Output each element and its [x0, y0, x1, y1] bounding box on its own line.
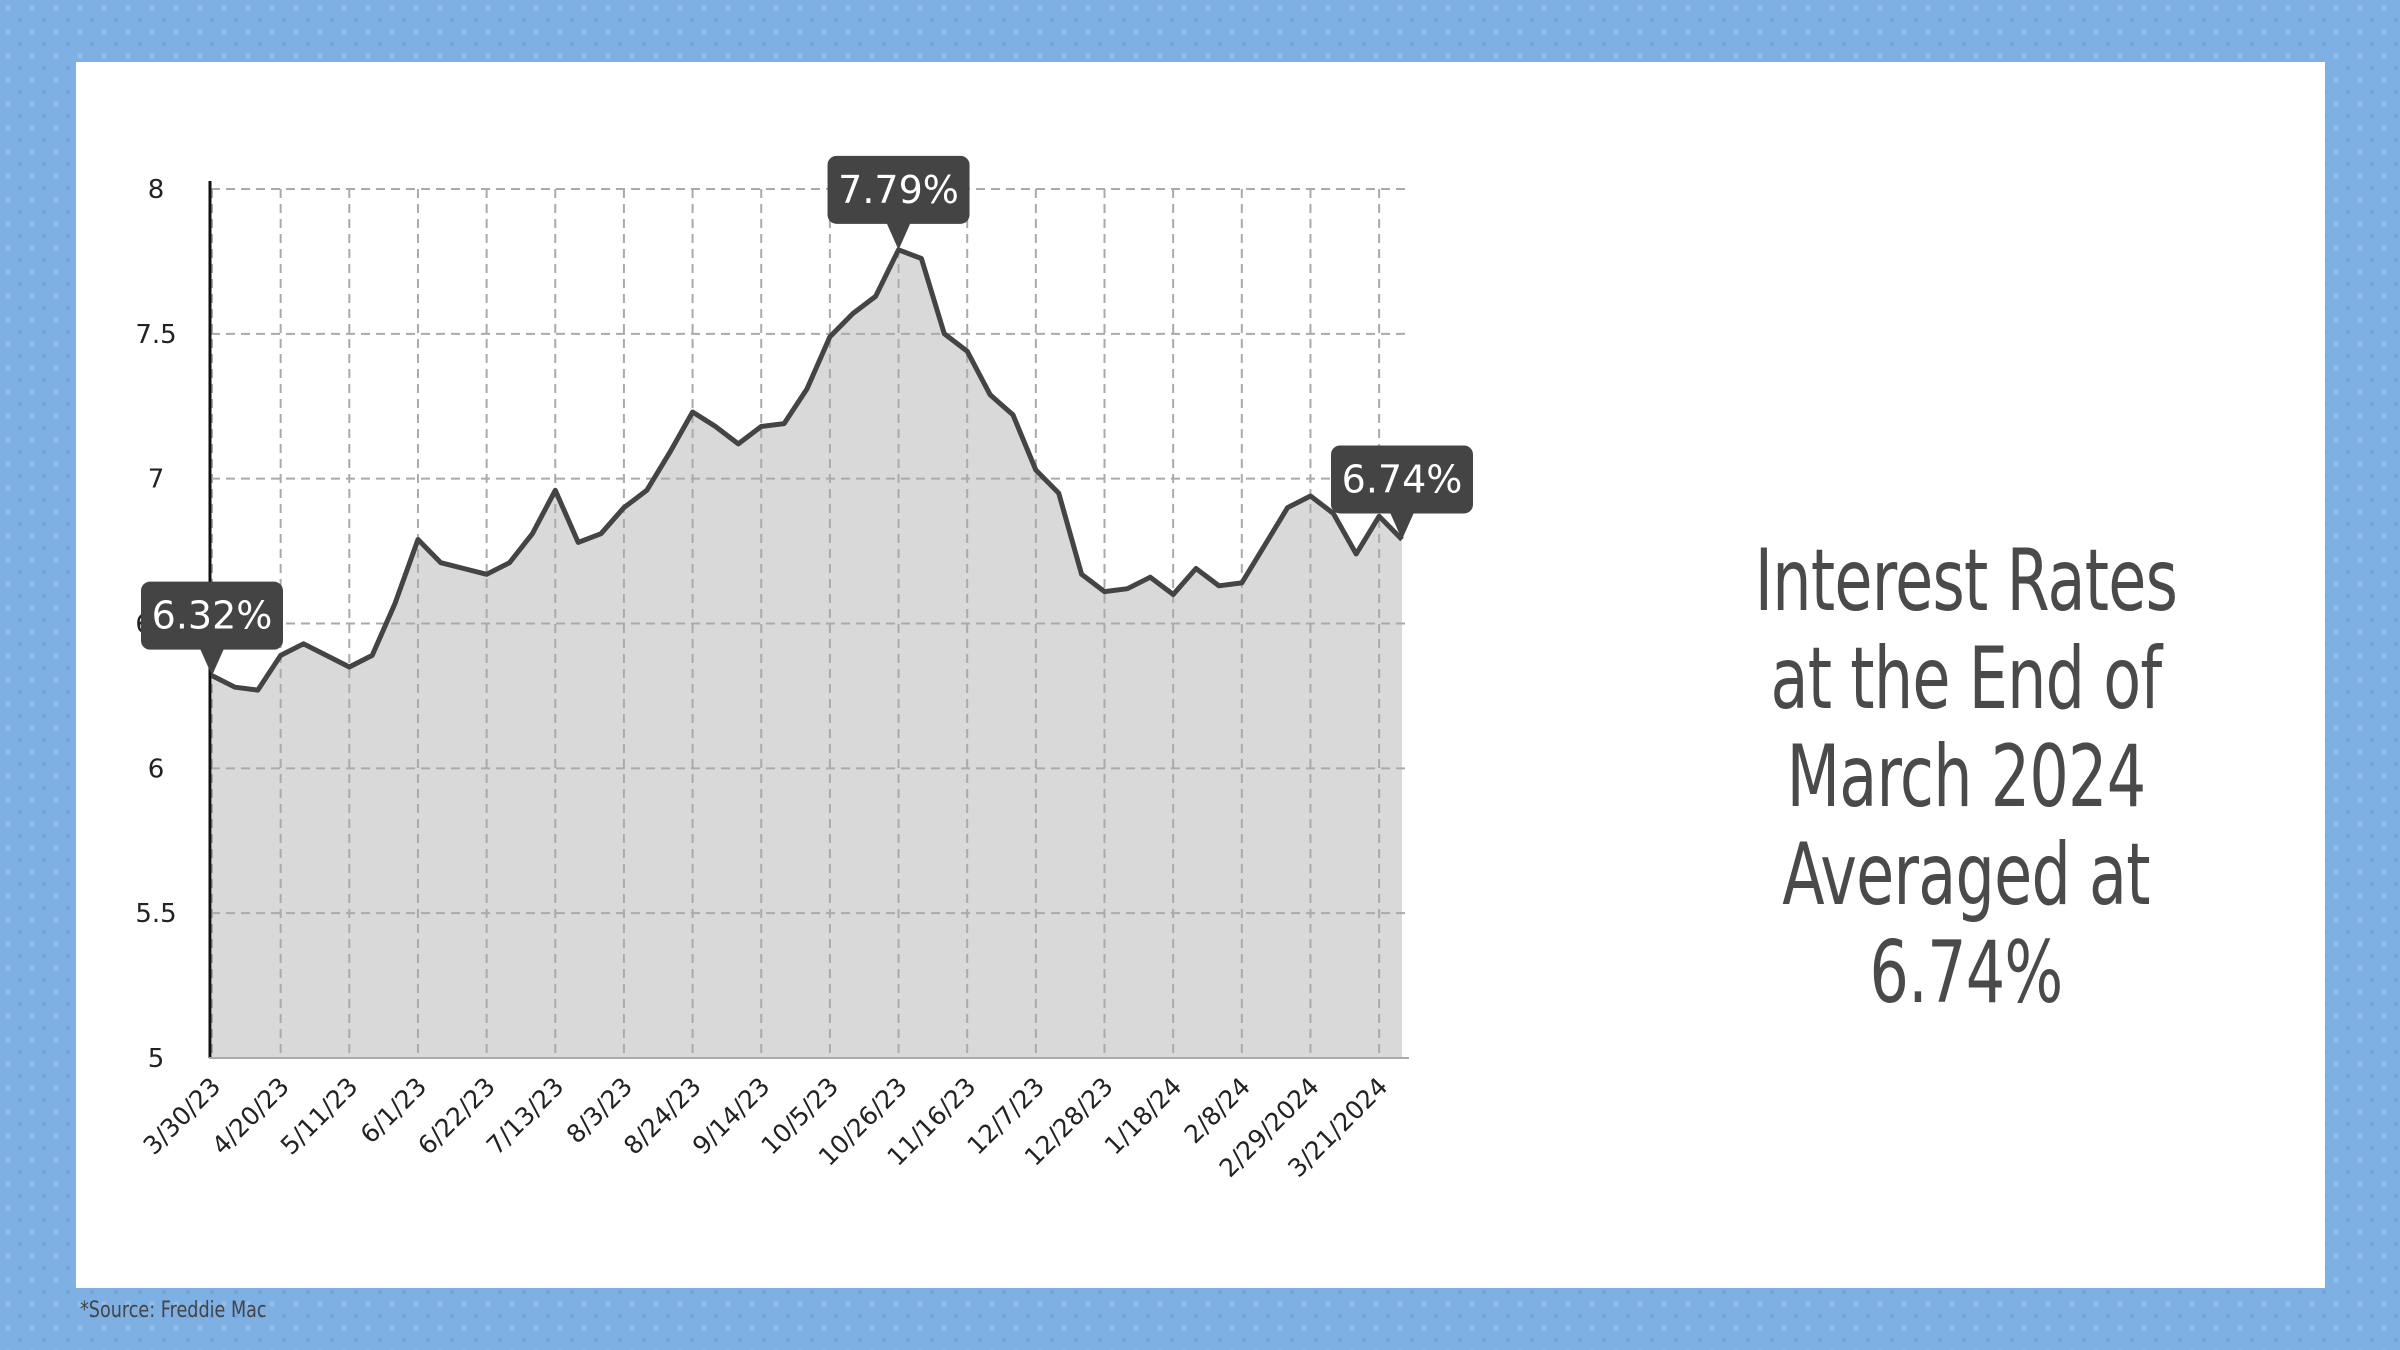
title-line-3: March 2024	[1786, 727, 2147, 827]
interest-rate-chart: 87.576.565.553/30/234/20/235/11/236/1/23…	[135, 155, 1473, 1183]
y-tick-label: 8	[148, 175, 165, 205]
callout-pointer	[1390, 512, 1414, 540]
y-tick-label: 7	[148, 465, 165, 495]
y-tick-label: 5.5	[135, 899, 176, 929]
callout-box	[1331, 445, 1473, 514]
callout-pointer	[200, 648, 224, 676]
callout-label: 7.79%	[838, 168, 959, 212]
x-tick-label: 5/11/23	[275, 1072, 364, 1161]
title-line-2: at the End of	[1770, 629, 2163, 729]
callout-label: 6.74%	[1342, 457, 1463, 501]
y-tick-label: 6	[148, 754, 165, 784]
slide-title: Interest Rates at the End of March 2024 …	[1685, 532, 2247, 1022]
callout-box	[141, 581, 283, 650]
y-tick-label: 5	[148, 1044, 165, 1074]
callout-box	[827, 155, 970, 224]
callout-pointer	[886, 222, 911, 250]
source-note: *Source: Freddie Mac	[80, 1298, 267, 1323]
x-tick-label: 7/13/23	[481, 1072, 570, 1161]
title-line-1: Interest Rates	[1754, 531, 2178, 631]
callout-label: 6.32%	[152, 594, 273, 638]
title-line-4: Averaged at 6.74%	[1782, 825, 2150, 1023]
x-tick-label: 1/18/24	[1099, 1072, 1188, 1161]
y-tick-label: 7.5	[135, 320, 176, 350]
area-fill	[212, 249, 1402, 1059]
slide-card: 87.576.565.553/30/234/20/235/11/236/1/23…	[76, 62, 2325, 1288]
series-line	[210, 247, 1404, 693]
